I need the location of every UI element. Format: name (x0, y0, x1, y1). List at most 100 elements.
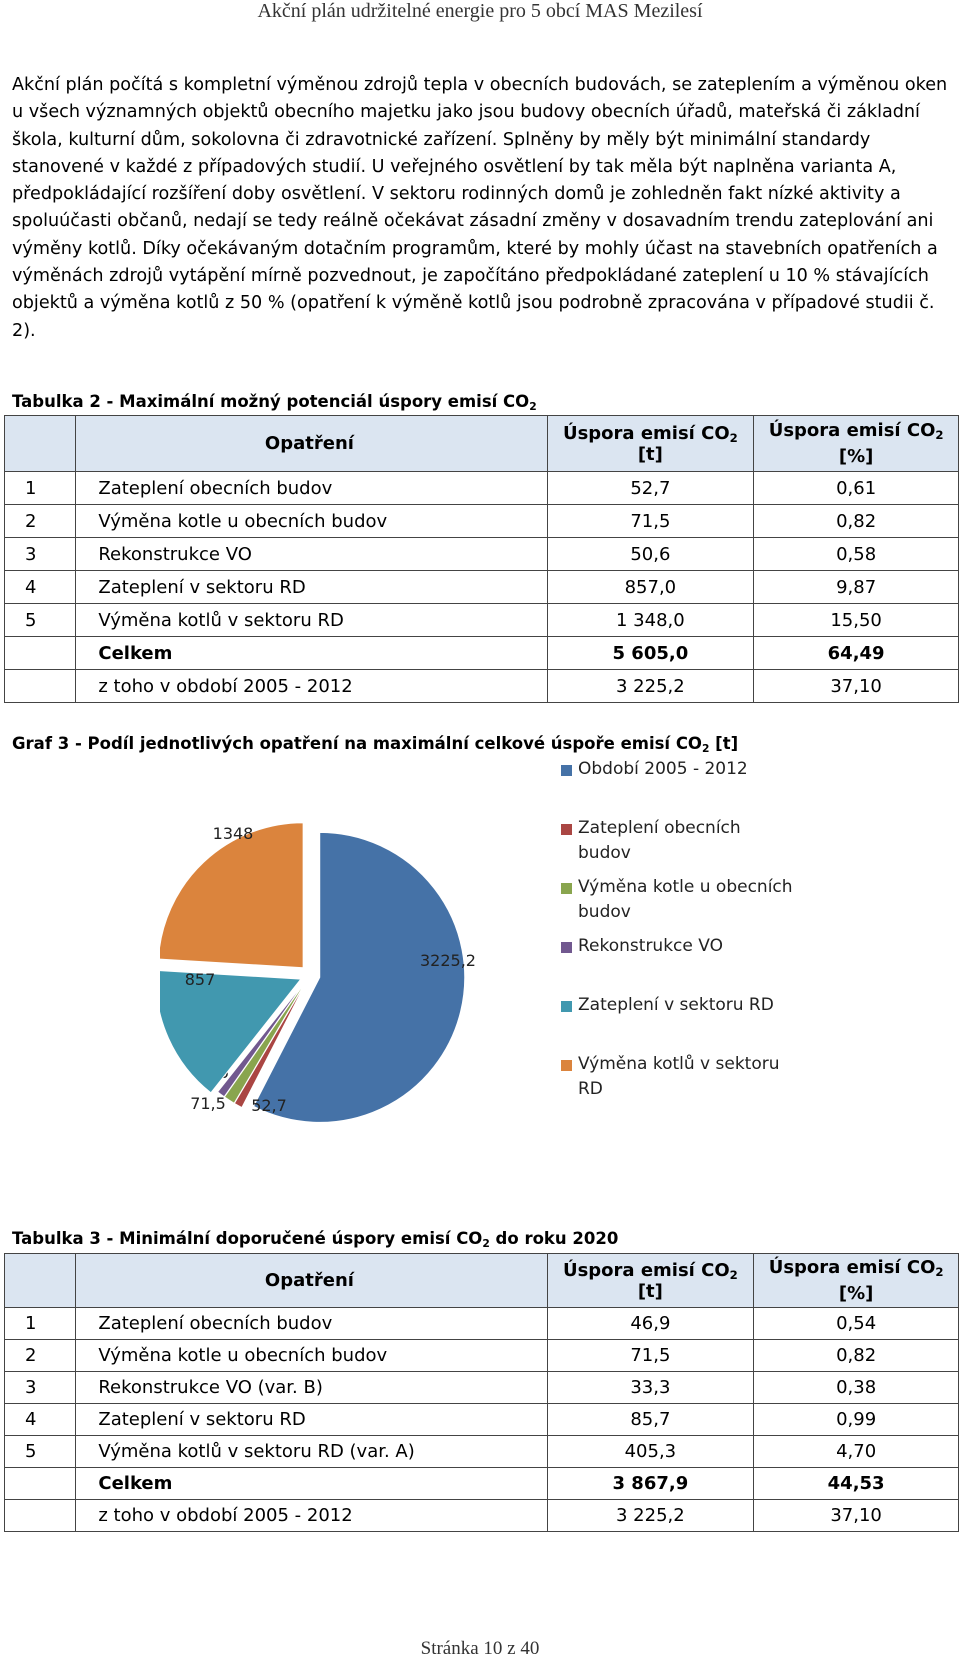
table2-header-t-suffix: [t] (637, 443, 663, 465)
row-t: 46,9 (546, 1307, 755, 1340)
row-num: 4 (3, 1403, 77, 1436)
table3-caption-suffix: do roku 2020 (489, 1229, 619, 1248)
table-row: 5 Výměna kotlů v sektoru RD 1 348,0 15,50 (3, 603, 959, 637)
legend-label: Výměna kotle u obecních budov (578, 877, 793, 922)
table3-caption-text: Tabulka 3 - Minimální doporučené úspory … (12, 1229, 483, 1248)
pie-slice (157, 822, 304, 969)
row-t: 71,5 (546, 1339, 755, 1372)
table-row: 3 Rekonstrukce VO (var. B) 33,3 0,38 (3, 1371, 959, 1404)
table-total-row: Celkem 3 867,9 44,53 (3, 1467, 959, 1500)
legend-swatch (561, 765, 572, 776)
row-name: Zateplení v sektoru RD (75, 1403, 548, 1436)
table2-header-t: Úspora emisí CO2 [t] (546, 415, 755, 472)
row-p: 9,87 (753, 570, 959, 604)
slice-data-label: 857 (185, 970, 216, 989)
legend-item: Rekonstrukce VO (561, 934, 793, 959)
table3-header-p-sub: 2 (935, 1264, 944, 1279)
row-p: 4,70 (753, 1435, 959, 1468)
row-num: 2 (3, 504, 77, 538)
row-name: z toho v období 2005 - 2012 (75, 669, 548, 703)
legend-swatch (561, 1060, 572, 1071)
row-t: 3 867,9 (546, 1467, 755, 1500)
table-subtotal-row: z toho v období 2005 - 2012 3 225,2 37,10 (3, 669, 959, 703)
row-num (3, 669, 77, 703)
graph3-caption-text: Graf 3 - Podíl jednotlivých opatření na … (12, 734, 702, 753)
row-name: Výměna kotle u obecních budov (75, 504, 548, 538)
row-p: 37,10 (753, 669, 959, 703)
row-num: 2 (3, 1339, 77, 1372)
row-name: Rekonstrukce VO (var. B) (75, 1371, 548, 1404)
legend-swatch (561, 883, 572, 894)
pie-chart-svg: 3225,252,771,550,68571348 (155, 822, 476, 1123)
row-p: 0,61 (753, 471, 959, 505)
table3-header-p-suffix: [%] (838, 1282, 874, 1304)
table3-header-t-sub: 2 (729, 1267, 738, 1282)
table-row: 1 Zateplení obecních budov 46,9 0,54 (3, 1307, 959, 1340)
graph3-caption: Graf 3 - Podíl jednotlivých opatření na … (12, 734, 738, 754)
table-subtotal-row: z toho v období 2005 - 2012 3 225,2 37,10 (3, 1499, 959, 1532)
graph3-caption-suffix: [t] (709, 734, 739, 753)
table3-header-t-text: Úspora emisí CO (562, 1259, 730, 1281)
row-name: Celkem (75, 1467, 548, 1500)
row-t: 405,3 (546, 1435, 755, 1468)
row-p: 0,82 (753, 1339, 959, 1372)
legend-item: Výměna kotlů v sektoru RD (561, 1052, 793, 1102)
table3-header-num (3, 1253, 77, 1308)
row-p: 0,99 (753, 1403, 959, 1436)
row-p: 0,58 (753, 537, 959, 571)
table2-header-t-sub: 2 (729, 430, 738, 445)
slice-data-label: 1348 (213, 824, 254, 843)
row-num: 5 (3, 603, 77, 637)
table3-caption: Tabulka 3 - Minimální doporučené úspory … (12, 1229, 618, 1249)
row-num: 4 (3, 570, 77, 604)
table2-caption: Tabulka 2 - Maximální možný potenciál ús… (12, 392, 537, 412)
row-name: Zateplení obecních budov (75, 471, 548, 505)
table3-header-t: Úspora emisí CO2 [t] (546, 1253, 755, 1308)
table3-header-p: Úspora emisí CO2 [%] (753, 1253, 959, 1308)
page-header: Akční plán udržitelné energie pro 5 obcí… (257, 0, 703, 22)
row-num (3, 636, 77, 670)
row-name: Rekonstrukce VO (75, 537, 548, 571)
legend-swatch (561, 1001, 572, 1012)
body-paragraph: Akční plán počítá s kompletní výměnou zd… (12, 72, 952, 345)
table2: Opatření Úspora emisí CO2 [t] Úspora emi… (3, 415, 959, 703)
row-name: Výměna kotle u obecních budov (75, 1339, 548, 1372)
pie-slice (216, 977, 309, 1098)
row-t: 857,0 (546, 570, 755, 604)
table2-header-name: Opatření (75, 415, 548, 472)
row-t: 50,6 (546, 537, 755, 571)
table2-caption-sub: 2 (529, 400, 537, 413)
slice-data-label: 3225,2 (420, 951, 476, 970)
slice-data-label: 71,5 (190, 1094, 226, 1113)
table2-header-num (3, 415, 77, 472)
table3-header-p-text: Úspora emisí CO (768, 1256, 936, 1278)
table3-header-row: Opatření Úspora emisí CO2 [t] Úspora emi… (3, 1253, 959, 1308)
table-row: 2 Výměna kotle u obecních budov 71,5 0,82 (3, 504, 959, 538)
table2-header-p-sub: 2 (935, 427, 944, 442)
row-p: 37,10 (753, 1499, 959, 1532)
pie-slice (252, 831, 466, 1123)
legend-swatch (561, 942, 572, 953)
paragraph-text: Akční plán počítá s kompletní výměnou zd… (12, 75, 948, 341)
table2-header-p-suffix: [%] (838, 445, 874, 467)
legend-swatch (561, 824, 572, 835)
graph3-caption-sub: 2 (701, 742, 710, 755)
table2-header-p-text: Úspora emisí CO (768, 419, 936, 441)
row-t: 33,3 (546, 1371, 755, 1404)
legend-label: Období 2005 - 2012 (578, 759, 748, 779)
row-t: 3 225,2 (546, 1499, 755, 1532)
table3: Opatření Úspora emisí CO2 [t] Úspora emi… (3, 1253, 959, 1532)
row-p: 0,38 (753, 1371, 959, 1404)
legend-label: Rekonstrukce VO (578, 936, 723, 956)
row-t: 52,7 (546, 471, 755, 505)
table3-header-name: Opatření (75, 1253, 548, 1308)
table3-caption-sub: 2 (482, 1237, 490, 1250)
row-name: z toho v období 2005 - 2012 (75, 1499, 548, 1532)
table-row: 3 Rekonstrukce VO 50,6 0,58 (3, 537, 959, 571)
table-row: 2 Výměna kotle u obecních budov 71,5 0,82 (3, 1339, 959, 1372)
row-name: Zateplení v sektoru RD (75, 570, 548, 604)
row-num (3, 1467, 77, 1500)
row-num: 5 (3, 1435, 77, 1468)
row-name: Výměna kotlů v sektoru RD (var. A) (75, 1435, 548, 1468)
row-num: 1 (3, 471, 77, 505)
